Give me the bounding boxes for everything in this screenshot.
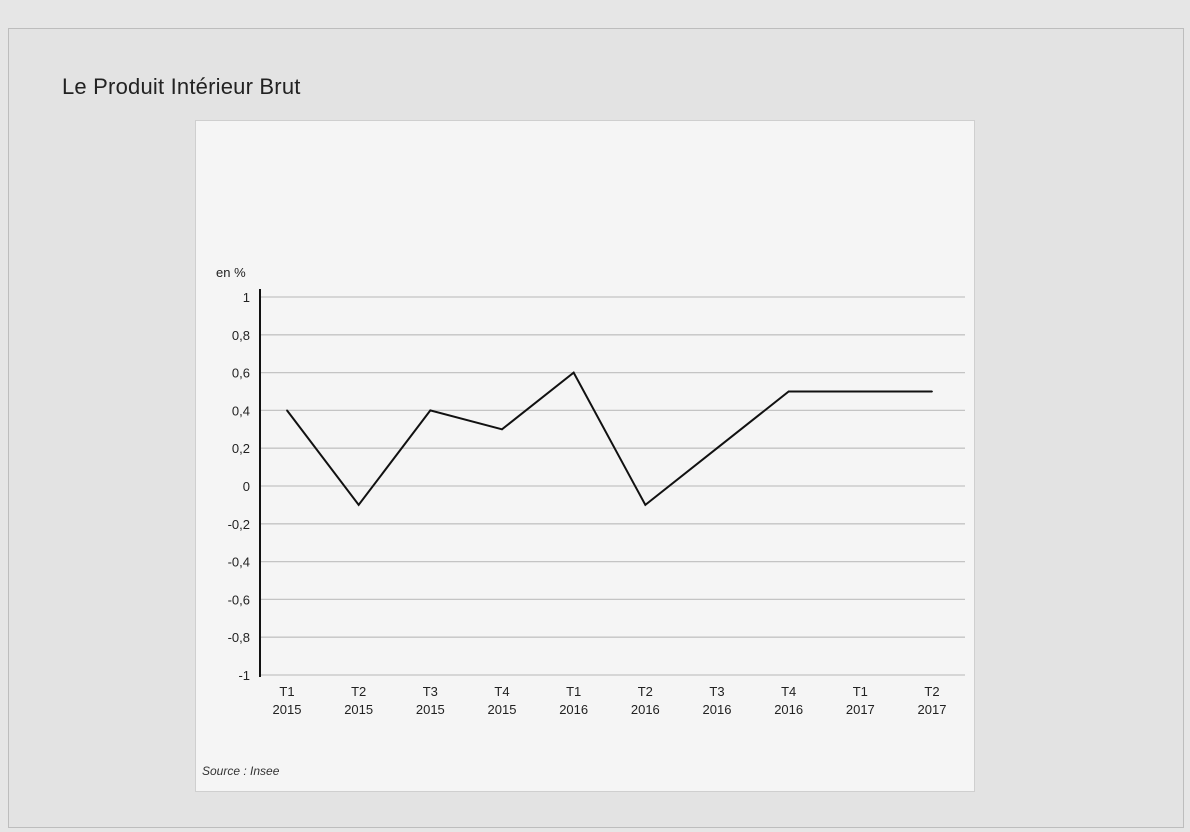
data-point bbox=[859, 390, 862, 393]
y-tick-label: -0,8 bbox=[228, 630, 250, 645]
x-tick-label: T2 2016 bbox=[631, 684, 660, 717]
y-tick-label: 0,4 bbox=[232, 403, 250, 418]
x-tick-label: T1 2017 bbox=[846, 684, 875, 717]
y-tick-label: -0,6 bbox=[228, 592, 250, 607]
y-tick-label: 0,6 bbox=[232, 366, 250, 381]
x-tick-label: T1 2015 bbox=[273, 684, 302, 717]
source-note: Source : Insee bbox=[202, 764, 280, 778]
page-title: Le Produit Intérieur Brut bbox=[62, 74, 301, 99]
data-point bbox=[572, 371, 575, 374]
data-point bbox=[787, 390, 790, 393]
y-tick-label: -0,2 bbox=[228, 517, 250, 532]
x-tick-label: T3 2016 bbox=[703, 684, 732, 717]
data-point bbox=[501, 428, 503, 431]
y-tick-label: -1 bbox=[238, 668, 250, 683]
data-point bbox=[931, 390, 933, 393]
data-point bbox=[286, 409, 288, 412]
y-tick-labels: 1 0,8 0,6 0,4 0,2 0 -0,2 -0,4 -0,6 -0,8 -1 bbox=[228, 290, 250, 683]
x-tick-label: T4 2016 bbox=[774, 684, 803, 717]
y-tick-label: -0,4 bbox=[228, 555, 250, 570]
chart-panel bbox=[195, 120, 975, 792]
data-point bbox=[357, 504, 360, 506]
grid-lines bbox=[260, 296, 965, 676]
data-point bbox=[429, 409, 432, 412]
data-points bbox=[286, 371, 933, 506]
x-tick-label: T2 2015 bbox=[344, 684, 373, 717]
x-tick-label: T3 2015 bbox=[416, 684, 445, 717]
series-line bbox=[286, 371, 932, 507]
x-tick-labels: T1 2015 T2 2015 T3 2015 T4 2015 T1 2016 T2 2016 T3 20… bbox=[273, 684, 947, 717]
data-point bbox=[644, 504, 647, 506]
x-tick-label: T4 2015 bbox=[488, 684, 517, 717]
y-tick-label: 0,2 bbox=[232, 441, 250, 456]
y-axis-label: en % bbox=[216, 265, 246, 280]
y-tick-label: 0,8 bbox=[232, 328, 250, 343]
y-tick-label: 0 bbox=[243, 479, 250, 494]
data-point bbox=[716, 447, 718, 450]
y-tick-label: 1 bbox=[243, 290, 250, 305]
x-tick-label: T2 2017 bbox=[918, 684, 947, 717]
x-tick-label: T1 2016 bbox=[559, 684, 588, 717]
